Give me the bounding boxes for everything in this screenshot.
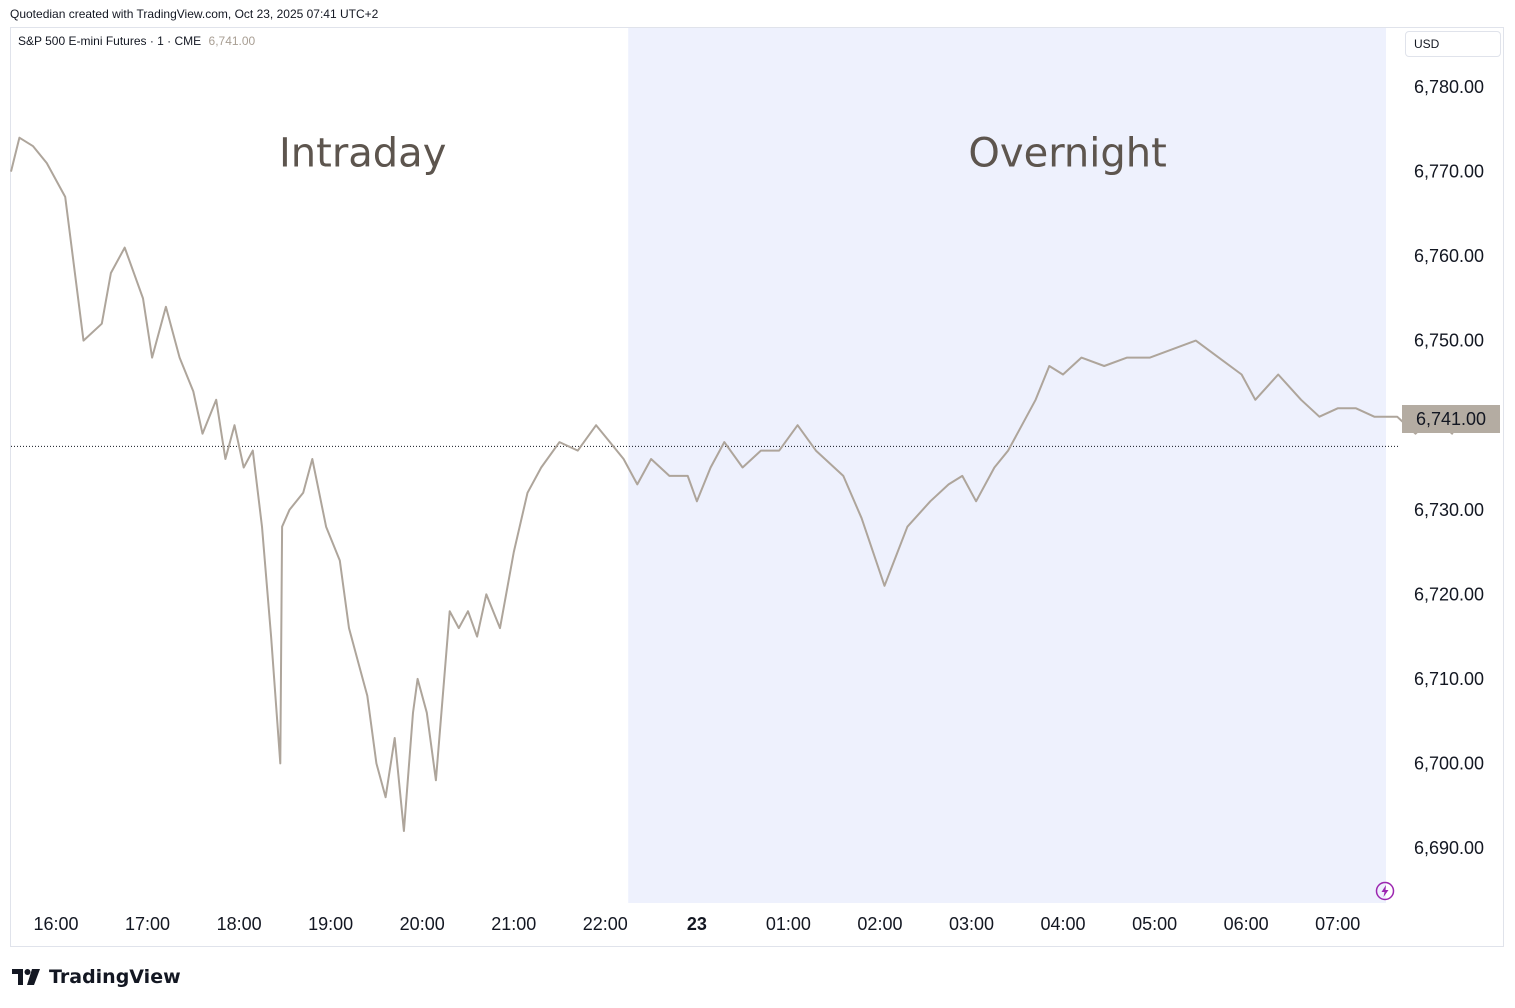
x-tick-label: 23 bbox=[687, 914, 707, 934]
y-axis[interactable]: 6,780.00 6,770.00 6,760.00 6,750.00 6,730.00… bbox=[1414, 77, 1484, 858]
symbol-legend[interactable]: S&P 500 E-mini Futures · 1 · CME 6,741.0… bbox=[18, 34, 255, 48]
x-tick-label: 21:00 bbox=[491, 914, 536, 934]
session-annotations: Intraday Overnight bbox=[279, 131, 1167, 177]
y-tick-label: 6,710.00 bbox=[1414, 669, 1484, 689]
x-tick-label: 05:00 bbox=[1132, 914, 1177, 934]
y-tick-label: 6,700.00 bbox=[1414, 753, 1484, 773]
y-tick-label: 6,770.00 bbox=[1414, 162, 1484, 182]
brand-name: TradingView bbox=[49, 966, 181, 988]
x-tick-label: 17:00 bbox=[125, 914, 170, 934]
last-price-tag: 6,741.00 bbox=[1402, 405, 1500, 433]
x-tick-label: 06:00 bbox=[1224, 914, 1269, 934]
x-tick-label: 04:00 bbox=[1041, 914, 1086, 934]
tradingview-logo[interactable]: TradingView bbox=[12, 966, 181, 988]
session-annotation-label: Overnight bbox=[968, 131, 1166, 177]
x-tick-label: 19:00 bbox=[308, 914, 353, 934]
x-tick-label: 22:00 bbox=[583, 914, 628, 934]
symbol-last-price: 6,741.00 bbox=[208, 34, 256, 48]
tradingview-logo-icon bbox=[12, 969, 40, 985]
y-tick-label: 6,780.00 bbox=[1414, 77, 1484, 97]
x-tick-label: 20:00 bbox=[400, 914, 445, 934]
chart-attribution: Quotedian created with TradingView.com, … bbox=[10, 7, 379, 21]
y-tick-label: 6,720.00 bbox=[1414, 584, 1484, 604]
x-tick-label: 16:00 bbox=[33, 914, 78, 934]
y-tick-label: 6,730.00 bbox=[1414, 500, 1484, 520]
x-tick-label: 02:00 bbox=[857, 914, 902, 934]
chart-frame bbox=[10, 27, 1504, 947]
x-tick-label: 03:00 bbox=[949, 914, 994, 934]
price-series-line bbox=[10, 136, 1471, 832]
x-axis[interactable]: 16:00 17:00 18:00 19:00 20:00 21:00 22:00 23 01:… bbox=[33, 914, 1360, 934]
x-tick-label: 18:00 bbox=[217, 914, 262, 934]
currency-selector[interactable]: USD bbox=[1405, 31, 1501, 57]
y-tick-label: 6,690.00 bbox=[1414, 838, 1484, 858]
overnight-session-band bbox=[628, 28, 1386, 903]
y-tick-label: 6,760.00 bbox=[1414, 246, 1484, 266]
x-tick-label: 01:00 bbox=[766, 914, 811, 934]
y-tick-label: 6,750.00 bbox=[1414, 331, 1484, 351]
x-tick-label: 07:00 bbox=[1315, 914, 1360, 934]
flash-icon[interactable] bbox=[1375, 881, 1395, 901]
symbol-name: S&P 500 E-mini Futures · 1 · CME bbox=[18, 34, 202, 48]
session-annotation-label: Intraday bbox=[279, 131, 446, 177]
